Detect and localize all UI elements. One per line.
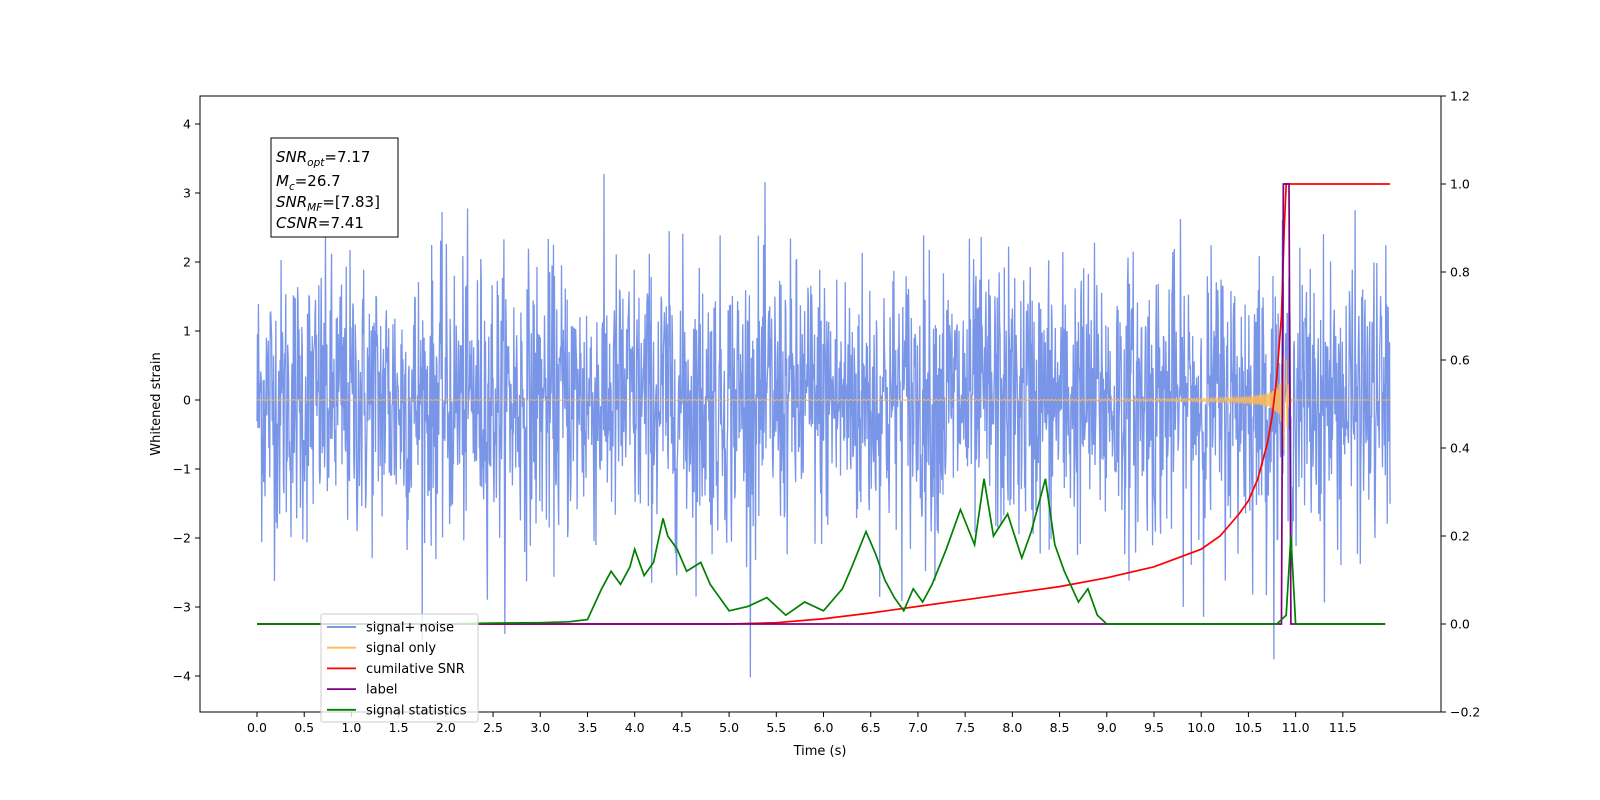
x-tick-label: 9.5	[1144, 720, 1164, 735]
x-tick-label: 0.0	[247, 720, 267, 735]
x-tick-label: 9.0	[1097, 720, 1117, 735]
y2-tick-label: 0.8	[1450, 265, 1470, 280]
y-axis-right: 1.2 1.0 0.8 0.6 0.4 0.2 0.0 −0.2	[1441, 89, 1480, 720]
legend-label: signal+ noise	[366, 621, 454, 636]
x-tick-label: 1.5	[389, 720, 409, 735]
x-tick-label: 11.0	[1282, 720, 1310, 735]
y-tick-label: −3	[173, 600, 191, 615]
series-signal-statistics	[257, 478, 1386, 625]
y-axis-left: 4 3 2 1 0 −1 −2 −3 −4	[173, 117, 200, 684]
annotation-line-3: SNRMF=[7.83]	[276, 193, 380, 214]
y2-tick-label: 0.0	[1450, 617, 1470, 632]
x-tick-label: 7.0	[908, 720, 928, 735]
x-tick-label: 4.0	[625, 720, 645, 735]
y2-tick-label: 0.2	[1450, 529, 1470, 544]
x-tick-label: 8.0	[1002, 720, 1022, 735]
y-tick-label: 0	[183, 393, 191, 408]
annotation-box: SNRopt=7.17 Mc=26.7 SNRMF=[7.83] CSNR=7.…	[270, 137, 399, 238]
x-tick-label: 5.0	[719, 720, 739, 735]
y2-tick-label: 0.6	[1450, 353, 1470, 368]
series-cumilative-snr	[257, 183, 1391, 625]
series-layer	[256, 174, 1391, 678]
y2-tick-label: 1.2	[1450, 89, 1470, 104]
x-axis: 0.0 0.5 1.0 1.5 2.0 2.5 3.0 3.5 4.0 4.5 5.0 5.5 6.0 6…	[247, 712, 1357, 735]
x-tick-label: 6.0	[814, 720, 834, 735]
annotation-line-4: CSNR=7.41	[276, 214, 364, 232]
x-tick-label: 10.5	[1234, 720, 1262, 735]
y-tick-label: −2	[173, 531, 191, 546]
y-tick-label: −1	[173, 462, 191, 477]
y-tick-label: 3	[183, 186, 191, 201]
x-tick-label: 7.5	[955, 720, 975, 735]
legend-label: label	[366, 683, 397, 698]
y-tick-label: 4	[183, 117, 191, 132]
y2-tick-label: 1.0	[1450, 177, 1470, 192]
legend-label: signal statistics	[366, 703, 467, 718]
plot-frame	[199, 95, 1442, 713]
x-tick-label: 0.5	[294, 720, 314, 735]
y-tick-label: 2	[183, 255, 191, 270]
x-tick-label: 6.5	[861, 720, 881, 735]
x-tick-label: 2.5	[483, 720, 503, 735]
x-tick-label: 10.0	[1187, 720, 1215, 735]
x-tick-label: 11.5	[1329, 720, 1357, 735]
series-signal-only	[257, 355, 1391, 451]
y-tick-label: −4	[173, 669, 191, 684]
legend-label: signal only	[366, 641, 436, 656]
x-tick-label: 2.0	[436, 720, 456, 735]
x-tick-label: 4.5	[672, 720, 692, 735]
legend: signal+ noise signal only cumilative SNR la…	[320, 613, 479, 723]
x-tick-label: 8.5	[1050, 720, 1070, 735]
x-axis-label: Time (s)	[793, 744, 847, 759]
x-tick-label: 3.5	[578, 720, 598, 735]
x-tick-label: 3.0	[530, 720, 550, 735]
series-signal-noise	[256, 174, 1391, 678]
y2-tick-label: −0.2	[1450, 705, 1480, 720]
y2-tick-label: 0.4	[1450, 441, 1470, 456]
x-tick-label: 1.0	[341, 720, 361, 735]
annotation-line-1: SNRopt=7.17	[276, 148, 370, 169]
y-axis-label: Whitened strain	[149, 352, 164, 455]
y-tick-label: 1	[183, 324, 191, 339]
x-tick-label: 5.5	[766, 720, 786, 735]
legend-label: cumilative SNR	[366, 662, 465, 677]
annotation-line-2: Mc=26.7	[276, 172, 341, 193]
